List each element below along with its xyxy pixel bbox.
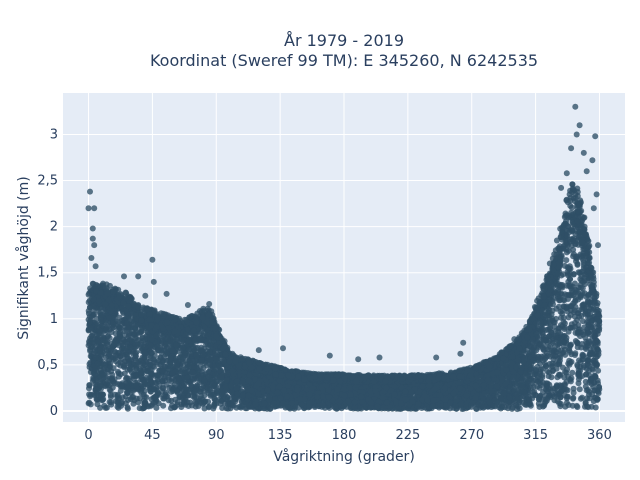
data-point: [277, 395, 284, 402]
data-point: [563, 303, 570, 310]
data-point: [578, 273, 585, 279]
data-point: [540, 346, 547, 353]
data-point: [98, 317, 104, 324]
data-point: [574, 404, 581, 410]
data-point: [130, 400, 137, 407]
data-point: [121, 364, 128, 371]
data-point: [545, 326, 552, 333]
data-point: [161, 393, 168, 400]
data-point: [555, 328, 562, 335]
data-point: [574, 340, 581, 347]
data-point: [562, 369, 568, 376]
data-point: [115, 373, 122, 380]
data-point: [164, 335, 171, 342]
data-point: [544, 352, 551, 359]
data-point: [224, 401, 231, 407]
data-point: [185, 392, 192, 399]
data-point: [536, 396, 543, 403]
data-point: [551, 323, 558, 330]
data-point: [563, 257, 570, 264]
data-point: [570, 271, 577, 277]
data-point: [101, 402, 108, 409]
data-point: [570, 385, 577, 392]
data-point: [106, 386, 113, 393]
data-point: [121, 370, 128, 377]
chart-title: År 1979 - 2019: [284, 31, 404, 50]
data-point: [539, 330, 546, 337]
data-point: [168, 384, 175, 391]
data-point: [569, 369, 576, 376]
data-point: [136, 405, 143, 412]
data-point: [595, 367, 602, 374]
scatter-points: [85, 103, 603, 413]
data-point: [160, 402, 167, 409]
data-point: [570, 389, 577, 396]
data-point: [138, 389, 145, 396]
chart-subtitle: Koordinat (Sweref 99 TM): E 345260, N 62…: [150, 51, 538, 70]
data-point: [220, 392, 227, 399]
data-point: [555, 289, 562, 296]
data-point: [570, 246, 577, 253]
data-point: [585, 357, 591, 364]
data-point: [559, 307, 566, 314]
data-point: [109, 371, 116, 378]
data-point: [545, 373, 552, 380]
data-point: [94, 401, 101, 408]
data-point: [139, 334, 146, 341]
